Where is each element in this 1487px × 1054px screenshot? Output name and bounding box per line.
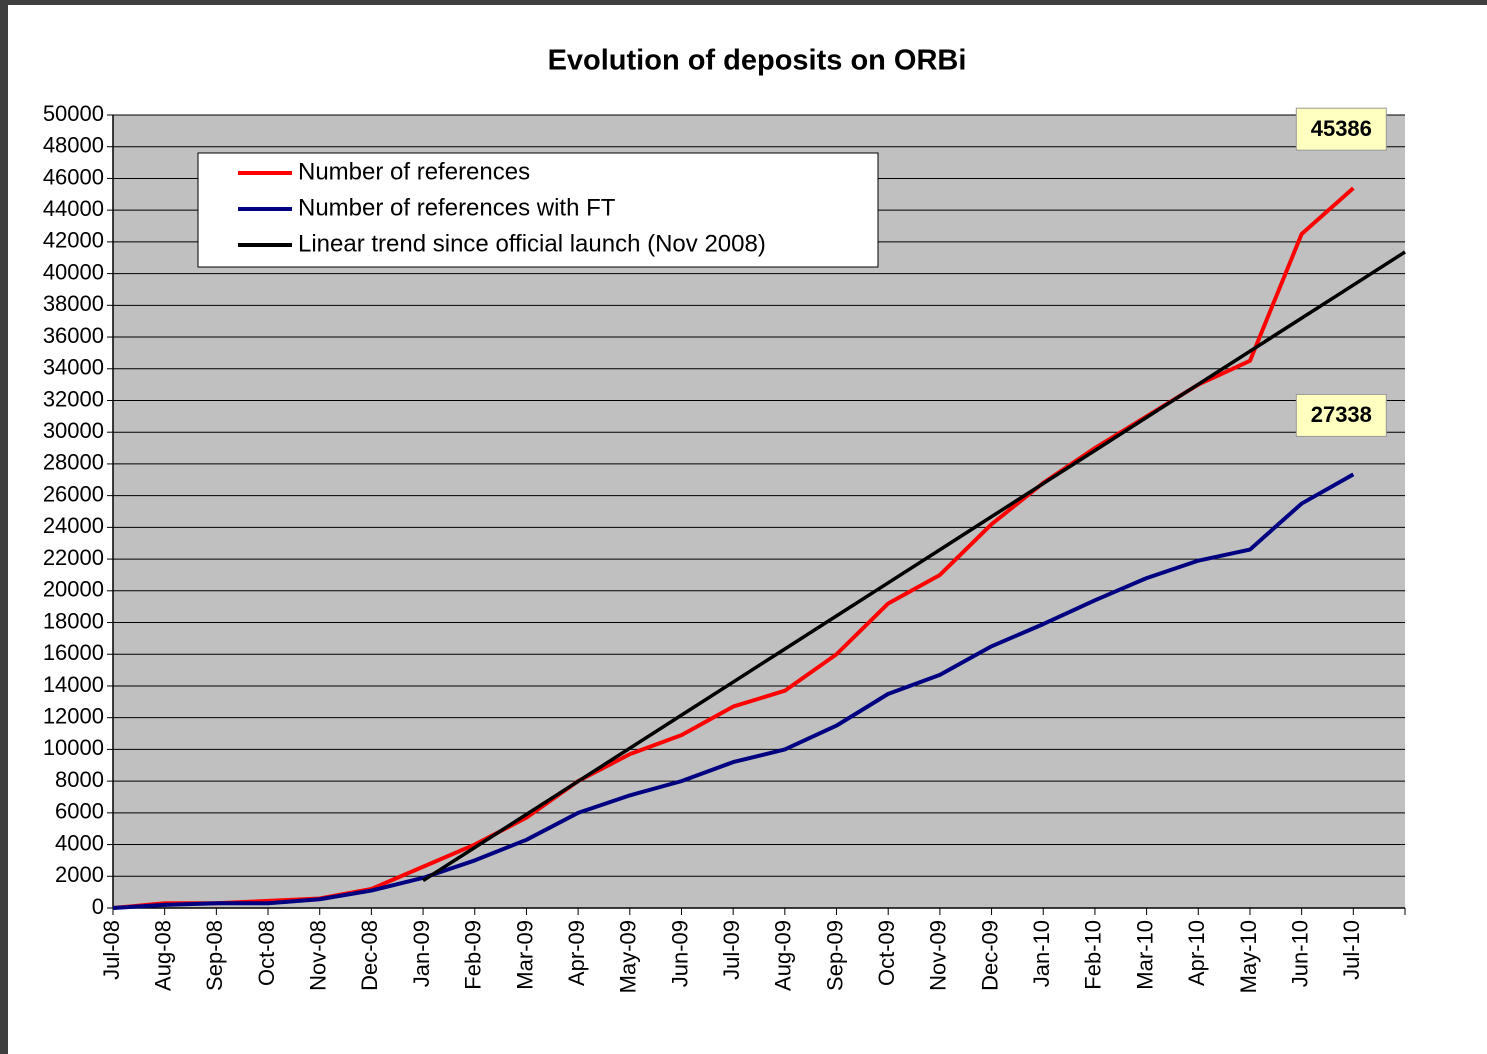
x-tick-label: Sep-08 — [202, 920, 227, 991]
y-tick-label: 38000 — [43, 291, 104, 316]
y-tick-label: 32000 — [43, 386, 104, 411]
y-tick-label: 42000 — [43, 228, 104, 253]
legend: Number of references Number of references… — [197, 152, 879, 268]
y-tick-label: 22000 — [43, 545, 104, 570]
y-tick-label: 26000 — [43, 481, 104, 506]
x-tick-label: Oct-08 — [254, 920, 279, 986]
legend-box — [197, 152, 879, 268]
x-tick-label: Nov-08 — [306, 920, 331, 991]
x-tick-label: Apr-10 — [1184, 920, 1209, 986]
x-tick-label: Jan-10 — [1029, 920, 1054, 987]
data-label: 27338 — [1295, 393, 1387, 437]
series-line — [422, 250, 1406, 883]
y-tick-label: 14000 — [43, 672, 104, 697]
y-tick-label: 16000 — [43, 640, 104, 665]
series-line — [112, 472, 1355, 910]
y-tick-label: 46000 — [43, 164, 104, 189]
y-tick-label: 50000 — [43, 101, 104, 126]
y-tick-label: 34000 — [43, 355, 104, 380]
x-tick-label: Dec-08 — [357, 920, 382, 991]
x-tick-label: Jul-09 — [719, 920, 744, 980]
x-tick-label: Dec-09 — [977, 920, 1002, 991]
x-tick-label: Jul-10 — [1339, 920, 1364, 980]
x-tick-label: Jan-09 — [409, 920, 434, 987]
y-tick-label: 8000 — [55, 767, 104, 792]
y-tick-label: 44000 — [43, 196, 104, 221]
data-label-box — [1295, 107, 1387, 151]
x-tick-label: May-10 — [1236, 920, 1261, 993]
data-label: 45386 — [1295, 107, 1387, 151]
x-tick-label: Apr-09 — [564, 920, 589, 986]
x-tick-label: Jul-08 — [99, 920, 124, 980]
y-tick-label: 48000 — [43, 133, 104, 158]
x-tick-label: Aug-09 — [771, 920, 796, 991]
x-tick-label: Jun-09 — [667, 920, 692, 987]
x-tick-label: Jun-10 — [1287, 920, 1312, 987]
legend-label: Number of references — [298, 158, 530, 185]
chart-title: Evolution of deposits on ORBi — [548, 45, 967, 77]
x-tick-label: Aug-08 — [150, 920, 175, 991]
data-label-text: 45386 — [1311, 116, 1372, 141]
x-tick-label: Sep-09 — [822, 920, 847, 991]
legend-label: Linear trend since official launch (Nov … — [298, 230, 766, 257]
y-tick-label: 20000 — [43, 577, 104, 602]
y-tick-label: 30000 — [43, 418, 104, 443]
y-tick-label: 24000 — [43, 513, 104, 538]
y-tick-label: 12000 — [43, 703, 104, 728]
x-tick-label: Mar-09 — [512, 920, 537, 990]
x-tick-label: Nov-09 — [926, 920, 951, 991]
y-tick-label: 0 — [92, 894, 104, 919]
x-tick-label: Oct-09 — [874, 920, 899, 986]
data-label-box — [1295, 393, 1387, 437]
legend-label: Number of references with FT — [298, 194, 616, 221]
x-tick-label: May-09 — [616, 920, 641, 993]
y-tick-label: 2000 — [55, 862, 104, 887]
y-tick-label: 6000 — [55, 799, 104, 824]
x-tick-label: Feb-10 — [1081, 920, 1106, 990]
data-label-text: 27338 — [1311, 402, 1372, 427]
y-tick-label: 40000 — [43, 259, 104, 284]
y-tick-label: 4000 — [55, 830, 104, 855]
y-tick-label: 28000 — [43, 450, 104, 475]
x-tick-label: Mar-10 — [1132, 920, 1157, 990]
y-tick-label: 18000 — [43, 608, 104, 633]
y-tick-label: 10000 — [43, 735, 104, 760]
y-tick-label: 36000 — [43, 323, 104, 348]
x-tick-label: Feb-09 — [461, 920, 486, 990]
